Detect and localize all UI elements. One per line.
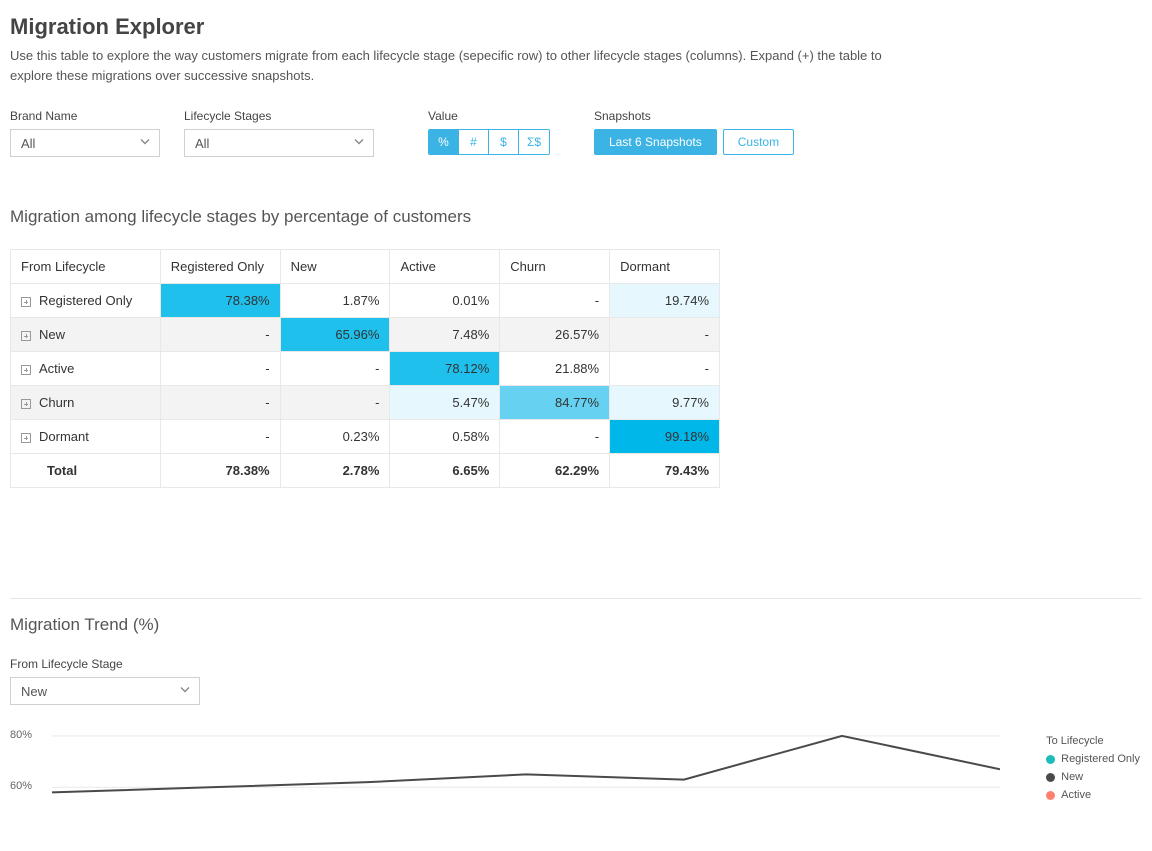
table-cell: 19.74% xyxy=(610,284,720,318)
trend-section-title: Migration Trend (%) xyxy=(10,615,1142,635)
table-cell: - xyxy=(160,352,280,386)
table-cell: 1.87% xyxy=(280,284,390,318)
table-cell: 78.38% xyxy=(160,284,280,318)
section-divider xyxy=(10,598,1142,599)
legend-dot-icon xyxy=(1046,755,1055,764)
trend-legend-title: To Lifecycle xyxy=(1046,735,1140,747)
table-header-col: New xyxy=(280,250,390,284)
table-cell: 21.88% xyxy=(500,352,610,386)
trend-legend: To Lifecycle Registered Only New Active xyxy=(1046,735,1140,807)
table-cell: - xyxy=(280,352,390,386)
table-cell: 26.57% xyxy=(500,318,610,352)
table-cell: 0.58% xyxy=(390,420,500,454)
migration-table: From LifecycleRegistered OnlyNewActiveCh… xyxy=(10,249,720,488)
lifecycle-dropdown[interactable]: All xyxy=(184,129,374,157)
table-cell: - xyxy=(280,386,390,420)
table-cell: - xyxy=(160,386,280,420)
table-cell: 5.47% xyxy=(390,386,500,420)
expand-icon[interactable] xyxy=(21,297,31,307)
trend-line-new xyxy=(52,736,1000,793)
page-description: Use this table to explore the way custom… xyxy=(10,46,910,85)
filter-brand-label: Brand Name xyxy=(10,109,160,123)
trend-chart-svg xyxy=(10,723,1000,813)
table-cell: 78.12% xyxy=(390,352,500,386)
trend-chart-container: 80%60%To LifecycleRegistered OnlyNewActi… xyxy=(10,723,1140,813)
table-total-cell: 2.78% xyxy=(280,454,390,488)
legend-dot-icon xyxy=(1046,791,1055,800)
table-cell: 65.96% xyxy=(280,318,390,352)
trend-legend-item[interactable]: Active xyxy=(1046,789,1140,801)
table-header-col: Registered Only xyxy=(160,250,280,284)
snapshots-last-button[interactable]: Last 6 Snapshots xyxy=(594,129,717,155)
table-total-cell: 62.29% xyxy=(500,454,610,488)
table-cell: 9.77% xyxy=(610,386,720,420)
value-toggle-group: %#$Σ$ xyxy=(428,129,550,155)
table-cell: - xyxy=(160,420,280,454)
table-row-label[interactable]: Dormant xyxy=(11,420,161,454)
chevron-down-icon xyxy=(179,684,191,699)
expand-icon[interactable] xyxy=(21,365,31,375)
table-row: New-65.96%7.48%26.57%- xyxy=(11,318,720,352)
brand-dropdown[interactable]: All xyxy=(10,129,160,157)
table-header-col: Churn xyxy=(500,250,610,284)
trend-legend-item[interactable]: New xyxy=(1046,771,1140,783)
value-toggle-#[interactable]: # xyxy=(459,130,489,154)
lifecycle-dropdown-value: All xyxy=(195,136,209,151)
table-cell: - xyxy=(610,352,720,386)
table-cell: - xyxy=(500,420,610,454)
value-toggle-%[interactable]: % xyxy=(429,130,459,154)
filter-snapshots: Snapshots Last 6 Snapshots Custom xyxy=(594,109,794,155)
brand-dropdown-value: All xyxy=(21,136,35,151)
table-cell: - xyxy=(160,318,280,352)
table-total-row: Total78.38%2.78%6.65%62.29%79.43% xyxy=(11,454,720,488)
table-row: Churn--5.47%84.77%9.77% xyxy=(11,386,720,420)
table-row: Active--78.12%21.88%- xyxy=(11,352,720,386)
snapshots-custom-button[interactable]: Custom xyxy=(723,129,794,155)
trend-from-value: New xyxy=(21,684,47,699)
trend-legend-item[interactable]: Registered Only xyxy=(1046,753,1140,765)
table-total-label: Total xyxy=(11,454,161,488)
chevron-down-icon xyxy=(139,136,151,151)
filter-lifecycle-label: Lifecycle Stages xyxy=(184,109,374,123)
table-row: Registered Only78.38%1.87%0.01%-19.74% xyxy=(11,284,720,318)
filter-value-label: Value xyxy=(428,109,550,123)
table-cell: 7.48% xyxy=(390,318,500,352)
table-cell: - xyxy=(610,318,720,352)
table-section-title: Migration among lifecycle stages by perc… xyxy=(10,207,1142,227)
table-cell: 84.77% xyxy=(500,386,610,420)
table-row-label[interactable]: New xyxy=(11,318,161,352)
filters-row: Brand Name All Lifecycle Stages All Valu… xyxy=(10,109,1142,157)
table-header-col: Active xyxy=(390,250,500,284)
table-header-from: From Lifecycle xyxy=(11,250,161,284)
expand-icon[interactable] xyxy=(21,433,31,443)
table-row-label[interactable]: Registered Only xyxy=(11,284,161,318)
table-total-cell: 79.43% xyxy=(610,454,720,488)
trend-from-label: From Lifecycle Stage xyxy=(10,657,1142,671)
table-row-label[interactable]: Churn xyxy=(11,386,161,420)
table-cell: 99.18% xyxy=(610,420,720,454)
page-title: Migration Explorer xyxy=(10,14,1142,40)
filter-snapshots-label: Snapshots xyxy=(594,109,794,123)
table-cell: - xyxy=(500,284,610,318)
filter-brand: Brand Name All xyxy=(10,109,160,157)
expand-icon[interactable] xyxy=(21,399,31,409)
table-cell: 0.01% xyxy=(390,284,500,318)
trend-from-dropdown[interactable]: New xyxy=(10,677,200,705)
expand-icon[interactable] xyxy=(21,331,31,341)
table-total-cell: 6.65% xyxy=(390,454,500,488)
table-row-label[interactable]: Active xyxy=(11,352,161,386)
chevron-down-icon xyxy=(353,136,365,151)
table-total-cell: 78.38% xyxy=(160,454,280,488)
legend-dot-icon xyxy=(1046,773,1055,782)
table-header-col: Dormant xyxy=(610,250,720,284)
table-cell: 0.23% xyxy=(280,420,390,454)
table-row: Dormant-0.23%0.58%-99.18% xyxy=(11,420,720,454)
value-toggle-Σ$[interactable]: Σ$ xyxy=(519,130,549,154)
filter-value: Value %#$Σ$ xyxy=(428,109,550,155)
value-toggle-$[interactable]: $ xyxy=(489,130,519,154)
filter-lifecycle: Lifecycle Stages All xyxy=(184,109,374,157)
